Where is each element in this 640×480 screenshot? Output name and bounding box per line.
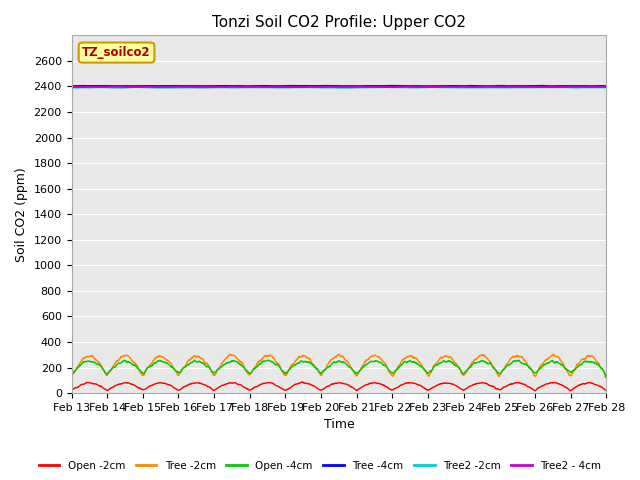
Open -2cm xyxy=(161,381,168,386)
Open -2cm xyxy=(592,382,600,388)
Line: Open -4cm: Open -4cm xyxy=(72,360,606,376)
Line: Tree2 - 4cm: Tree2 - 4cm xyxy=(72,86,606,87)
Tree -2cm xyxy=(534,367,542,373)
Open -2cm xyxy=(602,387,610,393)
Tree2 -2cm xyxy=(341,85,349,91)
Open -4cm xyxy=(273,362,280,368)
Tree2 - 4cm xyxy=(534,84,542,90)
Tree -2cm xyxy=(68,371,76,377)
Tree -2cm xyxy=(296,354,303,360)
Tree2 - 4cm xyxy=(592,84,600,90)
Tree -4cm xyxy=(353,84,360,90)
Open -4cm xyxy=(592,360,600,366)
Open -4cm xyxy=(129,361,136,367)
Open -4cm xyxy=(534,367,542,373)
Open -2cm xyxy=(296,380,303,386)
Tree2 -2cm xyxy=(602,84,610,90)
Tree -4cm xyxy=(273,84,280,89)
Tree -4cm xyxy=(534,84,542,89)
Line: Tree -2cm: Tree -2cm xyxy=(72,354,606,378)
X-axis label: Time: Time xyxy=(324,419,355,432)
Open -4cm xyxy=(602,373,610,379)
Tree -2cm xyxy=(129,359,136,364)
Tree2 - 4cm xyxy=(161,84,168,90)
Tree2 -2cm xyxy=(592,84,600,90)
Open -4cm xyxy=(161,360,168,365)
Tree2 - 4cm xyxy=(273,84,280,90)
Tree -2cm xyxy=(335,351,342,357)
Tree2 -2cm xyxy=(273,84,280,90)
Tree2 - 4cm xyxy=(296,84,304,90)
Tree -4cm xyxy=(129,84,136,89)
Tree2 -2cm xyxy=(296,84,304,90)
Open -2cm xyxy=(129,382,136,387)
Line: Open -2cm: Open -2cm xyxy=(72,382,606,391)
Open -4cm xyxy=(602,373,609,379)
Open -4cm xyxy=(296,359,304,365)
Tree -2cm xyxy=(592,358,600,364)
Y-axis label: Soil CO2 (ppm): Soil CO2 (ppm) xyxy=(15,167,28,262)
Title: Tonzi Soil CO2 Profile: Upper CO2: Tonzi Soil CO2 Profile: Upper CO2 xyxy=(212,15,466,30)
Tree2 - 4cm xyxy=(68,84,76,90)
Text: TZ_soilco2: TZ_soilco2 xyxy=(82,46,151,59)
Tree -2cm xyxy=(161,355,168,361)
Tree -4cm xyxy=(602,84,610,89)
Tree -4cm xyxy=(592,84,600,89)
Tree -2cm xyxy=(602,375,610,381)
Tree2 - 4cm xyxy=(372,84,380,90)
Line: Tree2 -2cm: Tree2 -2cm xyxy=(72,87,606,88)
Tree2 -2cm xyxy=(68,84,76,90)
Open -2cm xyxy=(68,387,76,393)
Legend: Open -2cm, Tree -2cm, Open -4cm, Tree -4cm, Tree2 -2cm, Tree2 - 4cm: Open -2cm, Tree -2cm, Open -4cm, Tree -4… xyxy=(35,456,605,475)
Tree -4cm xyxy=(161,84,168,89)
Open -2cm xyxy=(273,383,280,389)
Tree2 -2cm xyxy=(132,84,140,90)
Open -4cm xyxy=(68,371,76,376)
Tree -2cm xyxy=(273,360,280,365)
Tree2 - 4cm xyxy=(602,84,610,90)
Open -2cm xyxy=(534,384,542,390)
Tree -4cm xyxy=(388,84,396,89)
Tree -4cm xyxy=(68,84,76,89)
Open -4cm xyxy=(120,357,128,363)
Tree2 - 4cm xyxy=(114,84,122,89)
Tree2 -2cm xyxy=(129,84,136,90)
Tree2 - 4cm xyxy=(129,84,136,90)
Open -2cm xyxy=(566,388,574,394)
Open -2cm xyxy=(298,379,306,385)
Tree2 -2cm xyxy=(534,84,542,90)
Tree2 -2cm xyxy=(161,84,168,90)
Tree -4cm xyxy=(296,84,303,89)
